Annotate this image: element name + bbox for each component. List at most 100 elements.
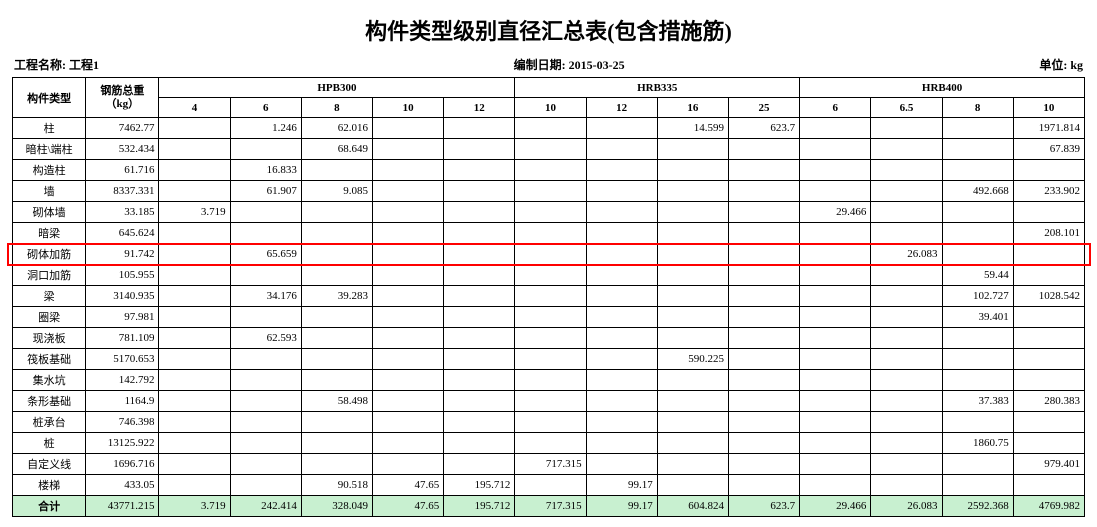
cell-value: 208.101 <box>1013 223 1084 244</box>
cell-value <box>657 454 728 475</box>
cell-value <box>871 433 942 454</box>
cell-value <box>301 160 372 181</box>
cell-value <box>942 202 1013 223</box>
cell-value <box>159 223 230 244</box>
cell-value <box>800 160 871 181</box>
cell-value <box>586 328 657 349</box>
cell-value <box>159 307 230 328</box>
cell-value <box>942 454 1013 475</box>
cell-value <box>657 307 728 328</box>
cell-value: 34.176 <box>230 286 301 307</box>
cell-value <box>515 118 586 139</box>
cell-value <box>871 307 942 328</box>
col-sub-header: 16 <box>657 98 728 118</box>
cell-value <box>657 244 728 265</box>
cell-value <box>301 412 372 433</box>
total-cell: 29.466 <box>800 496 871 517</box>
cell-value <box>586 412 657 433</box>
cell-value: 65.659 <box>230 244 301 265</box>
cell-value <box>728 433 799 454</box>
cell-value <box>515 307 586 328</box>
col-header-total: 钢筋总重 （kg） <box>86 78 159 118</box>
cell-value <box>159 286 230 307</box>
table-row: 楼梯433.0590.51847.65195.71299.17 <box>13 475 1085 496</box>
cell-value <box>657 370 728 391</box>
cell-value <box>515 244 586 265</box>
cell-value <box>373 181 444 202</box>
unit-value: kg <box>1070 58 1083 72</box>
cell-value <box>373 433 444 454</box>
cell-value: 39.401 <box>942 307 1013 328</box>
cell-value <box>586 160 657 181</box>
col-sub-header: 25 <box>728 98 799 118</box>
project-name: 工程1 <box>69 58 99 72</box>
total-cell: 26.083 <box>871 496 942 517</box>
cell-value <box>373 454 444 475</box>
total-label: 合计 <box>13 496 86 517</box>
row-total: 746.398 <box>86 412 159 433</box>
cell-value <box>871 412 942 433</box>
page-title: 构件类型级别直径汇总表(包含措施筋) <box>12 14 1085 46</box>
cell-value <box>657 265 728 286</box>
total-cell: 99.17 <box>586 496 657 517</box>
cell-value <box>301 433 372 454</box>
col-sub-header: 12 <box>586 98 657 118</box>
cell-value <box>800 244 871 265</box>
cell-value: 99.17 <box>586 475 657 496</box>
cell-value <box>444 370 515 391</box>
cell-value <box>800 475 871 496</box>
total-value: 43771.215 <box>86 496 159 517</box>
total-cell: 3.719 <box>159 496 230 517</box>
table-row: 构造柱61.71616.833 <box>13 160 1085 181</box>
cell-value <box>301 202 372 223</box>
row-label: 自定义线 <box>13 454 86 475</box>
row-label: 集水坑 <box>13 370 86 391</box>
cell-value <box>871 118 942 139</box>
cell-value <box>586 118 657 139</box>
cell-value <box>1013 370 1084 391</box>
table-row: 柱7462.771.24662.01614.599623.71971.814 <box>13 118 1085 139</box>
cell-value <box>515 139 586 160</box>
row-total: 1696.716 <box>86 454 159 475</box>
cell-value <box>230 370 301 391</box>
cell-value <box>800 265 871 286</box>
cell-value <box>871 202 942 223</box>
row-label: 构造柱 <box>13 160 86 181</box>
col-sub-header: 10 <box>1013 98 1084 118</box>
cell-value <box>301 265 372 286</box>
cell-value <box>586 202 657 223</box>
cell-value <box>230 454 301 475</box>
cell-value <box>515 202 586 223</box>
cell-value <box>800 370 871 391</box>
cell-value <box>1013 202 1084 223</box>
col-sub-header: 6 <box>800 98 871 118</box>
cell-value: 233.902 <box>1013 181 1084 202</box>
cell-value <box>871 181 942 202</box>
cell-value: 39.283 <box>301 286 372 307</box>
cell-value <box>1013 307 1084 328</box>
cell-value <box>1013 475 1084 496</box>
row-total: 13125.922 <box>86 433 159 454</box>
cell-value <box>657 202 728 223</box>
row-total: 105.955 <box>86 265 159 286</box>
table-row: 筏板基础5170.653590.225 <box>13 349 1085 370</box>
row-total: 91.742 <box>86 244 159 265</box>
cell-value <box>301 349 372 370</box>
row-label: 圈梁 <box>13 307 86 328</box>
row-total: 142.792 <box>86 370 159 391</box>
row-label: 楼梯 <box>13 475 86 496</box>
row-label: 柱 <box>13 118 86 139</box>
cell-value <box>373 202 444 223</box>
cell-value <box>230 139 301 160</box>
cell-value <box>444 328 515 349</box>
table-row: 梁3140.93534.17639.283102.7271028.542 <box>13 286 1085 307</box>
cell-value <box>230 391 301 412</box>
cell-value <box>586 286 657 307</box>
cell-value <box>373 391 444 412</box>
cell-value <box>444 160 515 181</box>
col-group-header: HPB300 <box>159 78 515 98</box>
cell-value <box>444 307 515 328</box>
cell-value <box>728 370 799 391</box>
cell-value: 14.599 <box>657 118 728 139</box>
cell-value: 3.719 <box>159 202 230 223</box>
